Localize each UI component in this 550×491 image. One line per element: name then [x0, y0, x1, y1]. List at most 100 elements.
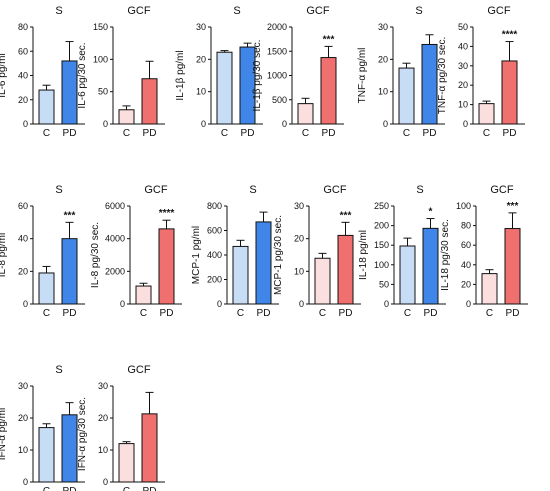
y-tick-label: 30 [196, 22, 206, 32]
significance-marker: **** [502, 30, 518, 41]
chart-panel-5: GCF 0 10 20 30 40 50 TNF-α pg/30 sec. C PD **** [437, 5, 525, 139]
chart-title: GCF [490, 184, 514, 196]
y-tick-label: 20 [18, 95, 28, 105]
category-label: C [43, 308, 50, 319]
y-tick-label: 100 [456, 201, 471, 211]
y-tick-label: 200 [207, 275, 222, 285]
chart-title: S [416, 184, 423, 196]
chart-panel-13: GCF 0 10 20 30 IFN-α pg/30 sec. C PD [77, 364, 165, 491]
category-label: PD [339, 308, 353, 319]
y-tick-label: 20 [196, 54, 206, 64]
y-tick-label: 0 [23, 477, 28, 487]
y-tick-label: 10 [294, 266, 304, 276]
significance-marker: **** [159, 208, 175, 219]
chart-title: S [55, 184, 62, 196]
y-tick-label: 40 [18, 234, 28, 244]
bar-pd [504, 228, 521, 305]
chart-panel-6: S 0 20 40 60 IL-8 pg/ml C PD *** [0, 184, 85, 319]
y-tick-label: 0 [383, 119, 388, 129]
significance-marker: *** [64, 210, 76, 221]
significance-marker: *** [507, 201, 519, 212]
category-label: C [319, 308, 326, 319]
chart-panel-0: S 0 20 40 60 80 IL-6 pg/ml C PD [0, 5, 85, 139]
y-axis-label: IL-1β pg/30 sec. [252, 40, 263, 112]
chart-panel-7: GCF 0 2000 4000 6000 IL-8 pg/30 sec. C PD **** [90, 184, 182, 319]
y-tick-label: 1500 [267, 46, 287, 56]
y-tick-label: 0 [120, 299, 125, 309]
y-tick-label: 100 [93, 54, 108, 64]
y-tick-label: 6000 [105, 201, 125, 211]
bar-pd [61, 238, 78, 305]
chart-title: S [415, 5, 422, 17]
chart-panel-9: GCF 0 10 20 30 MCP-1 pg/30 sec. C PD *** [273, 184, 361, 319]
y-tick-label: 40 [458, 41, 468, 51]
bar-c [38, 427, 55, 483]
y-tick-label: 0 [282, 119, 287, 129]
category-label: C [486, 308, 493, 319]
category-label: C [483, 128, 490, 139]
y-tick-label: 30 [18, 381, 28, 391]
chart-title: S [55, 364, 62, 376]
chart-panel-3: GCF 0 500 1000 1500 2000 IL-1β pg/30 sec. C PD **… [252, 5, 344, 139]
y-tick-label: 2000 [105, 266, 125, 276]
y-tick-label: 30 [294, 201, 304, 211]
bar-c [398, 67, 415, 125]
bar-pd [61, 414, 78, 483]
y-axis-label: IL-8 pg/ml [0, 233, 8, 277]
y-axis-label: TNF-α pg/ml [357, 48, 368, 104]
y-tick-label: 40 [18, 71, 28, 81]
bar-c [118, 443, 135, 483]
category-label: PD [143, 486, 157, 491]
y-axis-label: IL-18 pg/ml [358, 230, 369, 280]
category-label: PD [503, 128, 517, 139]
y-tick-label: 80 [18, 22, 28, 32]
category-label: C [123, 128, 130, 139]
y-tick-label: 4000 [105, 234, 125, 244]
category-label: C [403, 128, 410, 139]
category-label: C [237, 308, 244, 319]
y-tick-label: 200 [374, 221, 389, 231]
y-tick-label: 0 [23, 119, 28, 129]
y-tick-label: 50 [98, 87, 108, 97]
bar-c [297, 103, 314, 125]
bar-c [38, 89, 55, 125]
chart-title: GCF [127, 364, 151, 376]
y-tick-label: 10 [196, 87, 206, 97]
chart-panel-4: S 0 10 20 30 TNF-α pg/ml C PD [357, 5, 445, 139]
y-tick-label: 20 [294, 234, 304, 244]
y-axis-label: IFN-α pg/30 sec. [77, 397, 88, 471]
category-label: PD [63, 486, 77, 491]
y-tick-label: 0 [463, 119, 468, 129]
y-tick-label: 250 [374, 201, 389, 211]
y-tick-label: 30 [98, 381, 108, 391]
category-label: C [43, 128, 50, 139]
y-tick-label: 150 [93, 22, 108, 32]
bar-c [216, 51, 233, 125]
y-tick-label: 0 [299, 299, 304, 309]
y-axis-label: IL-8 pg/30 sec. [90, 222, 101, 288]
y-tick-label: 0 [384, 299, 389, 309]
y-tick-label: 10 [18, 445, 28, 455]
chart-panel-11: GCF 0 20 40 60 80 100 IL-18 pg/30 sec. C PD *** [440, 184, 528, 319]
chart-title: GCF [487, 5, 511, 17]
y-tick-label: 30 [458, 61, 468, 71]
significance-marker: *** [323, 34, 335, 45]
category-label: PD [143, 128, 157, 139]
y-tick-label: 60 [18, 46, 28, 56]
bar-pd [501, 60, 518, 125]
chart-panel-1: GCF 0 50 100 150 IL-6 pg/30 sec. C PD [77, 5, 165, 139]
category-label: PD [423, 128, 437, 139]
bar-c [481, 273, 498, 305]
y-tick-label: 0 [201, 119, 206, 129]
y-tick-label: 30 [378, 22, 388, 32]
bar-pd [158, 228, 175, 305]
y-axis-label: IFN-α pg/ml [0, 408, 8, 460]
chart-title: S [233, 5, 240, 17]
y-tick-label: 800 [207, 201, 222, 211]
y-axis-label: IL-18 pg/30 sec. [440, 219, 451, 291]
bar-c [135, 285, 152, 305]
category-label: C [221, 128, 228, 139]
category-label: C [43, 486, 50, 491]
significance-marker: *** [340, 210, 352, 221]
bar-pd [320, 57, 337, 125]
